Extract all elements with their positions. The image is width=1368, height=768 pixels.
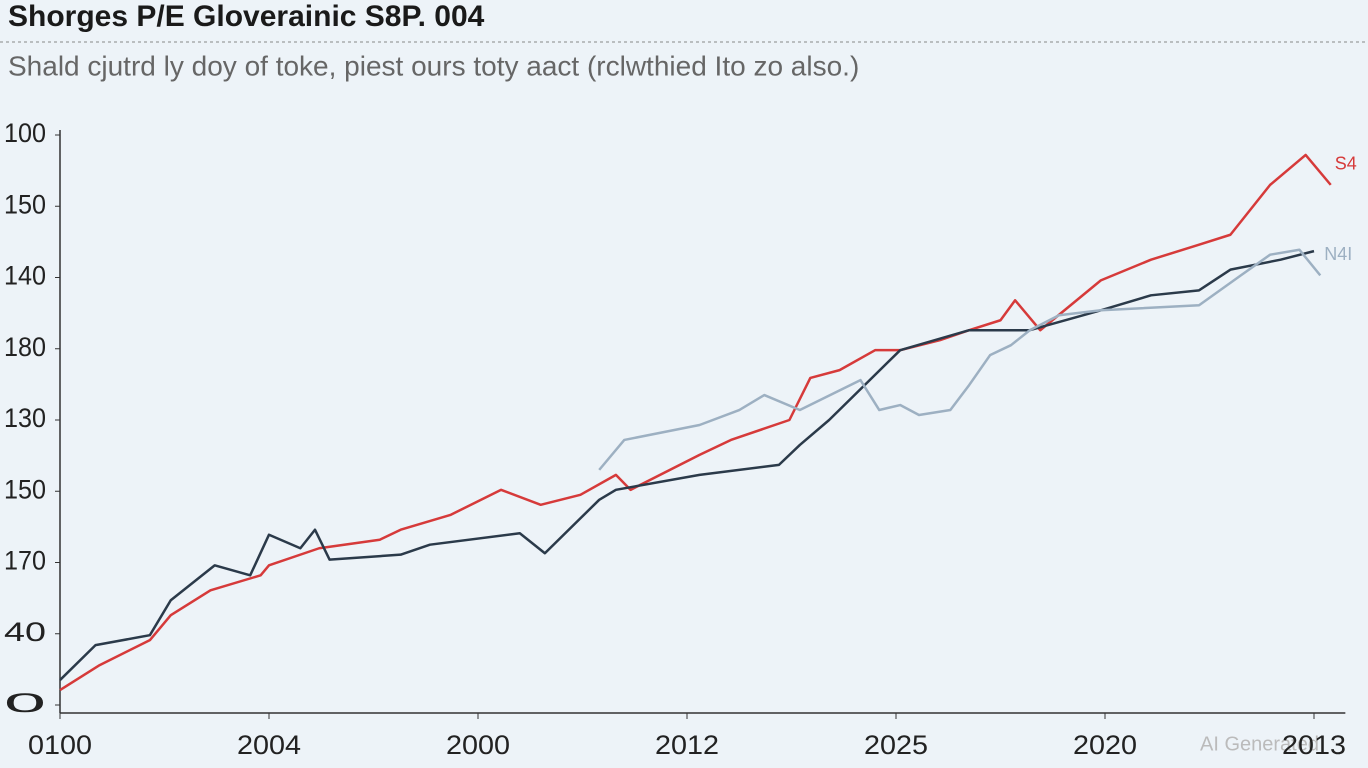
x-tick-label: 0100 [28, 730, 92, 760]
series-label: S4 [1335, 154, 1357, 174]
y-tick-label: 150 [4, 474, 46, 504]
line-series [59, 249, 1315, 681]
x-tick-label: 2000 [446, 730, 510, 760]
line-series [59, 153, 1332, 692]
x-tick-label: 2025 [864, 730, 928, 760]
watermark: AI Generated [1200, 733, 1319, 755]
y-tick-label: 170 [4, 546, 46, 576]
y-tick-label: 100 [4, 118, 46, 148]
x-tick-label: 2012 [655, 730, 719, 760]
y-tick-label: 0 [4, 688, 46, 718]
x-tick-label: 2013 [1282, 730, 1346, 760]
x-tick-label: 2020 [1073, 730, 1137, 760]
x-tick-label: 2004 [237, 730, 301, 760]
chart-subtitle: Shald cjutrd ly doy of toke, piest ours … [8, 50, 859, 81]
y-tick-label: 130 [4, 403, 46, 433]
y-tick-label: 180 [4, 332, 46, 362]
y-tick-label: 40 [4, 617, 46, 647]
chart-title: Shorges P/E Gloverainic S8P. 004 [8, 0, 485, 33]
y-tick-label: 140 [4, 261, 46, 291]
y-tick-label: 150 [4, 189, 46, 219]
series-label: N4I [1324, 244, 1352, 264]
line-series [598, 248, 1322, 471]
